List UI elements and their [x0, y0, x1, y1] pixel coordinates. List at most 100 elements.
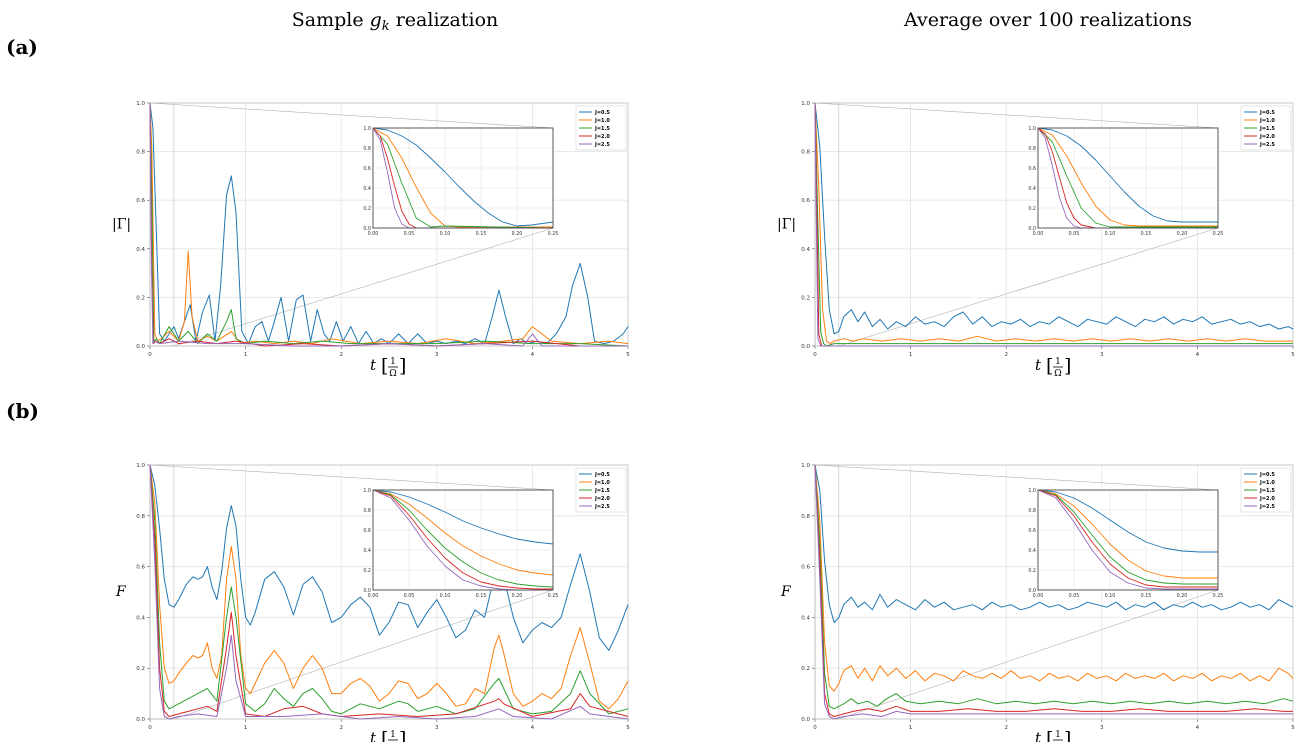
row-label-a: (a) [6, 35, 38, 59]
legend-label-J=2.0: J=2.0 [594, 496, 610, 502]
zoom-connector-bottom [838, 227, 1219, 347]
x-axis-unit-denominator: Ω [389, 369, 396, 379]
zoom-region [149, 102, 175, 347]
legend-b-left: J=0.5 J=1.0 J=1.5 J=2.0 J=2.5 [575, 467, 627, 513]
inset-x-tick-label: 0.15 [1141, 593, 1152, 599]
series-line-J=0.5 [814, 102, 1294, 335]
panel-b-right: 0123450.00.20.40.60.81.0Ft[1Ω]0.000.050.… [780, 463, 1295, 742]
inset-x-tick-label: 0.25 [548, 593, 559, 599]
inset-x-tick-label: 0.05 [1069, 593, 1080, 599]
inset-series-line-J=0.5 [372, 127, 554, 227]
series-line-J=1.0 [814, 102, 1293, 345]
legend-label-J=1.5: J=1.5 [594, 126, 610, 132]
panel-a-right: 0 1 2 3 4 5 0.0 0.2 0.4 0.6 0.8 1.0 |Γ| t[1 Ω] 0.00 0.05… [777, 101, 1295, 379]
legend-label-J=1.0: J=1.0 [594, 118, 610, 124]
inset-x-tick-label: 0.15 [1141, 231, 1152, 237]
legend-label-J=2.5: J=2.5 [1259, 504, 1275, 510]
inset-y-tick-label: 0.6 [363, 166, 371, 172]
inset-area [1037, 489, 1219, 591]
y-tick-label: 0.6 [136, 565, 145, 571]
legend-label-J=1.0: J=1.0 [594, 480, 610, 486]
inset-y-tick-label: 0.8 [1028, 146, 1036, 152]
legend-label-J=0.5: J=0.5 [1259, 110, 1275, 116]
inset-x-tick-label: 0.10 [440, 593, 451, 599]
inset-series-line-J=1.5 [372, 127, 554, 229]
inset-series-line-J=1.5 [1037, 489, 1218, 585]
x-axis-bracket-left: [ [381, 728, 388, 742]
legend-label-J=1.5: J=1.5 [1259, 126, 1275, 132]
panels: 0 1 2 3 4 50.00.20.40.60.81.0|Γ|t[1Ω]0.00 0.05… [112, 101, 1295, 742]
series-line-J=1.5 [814, 102, 1293, 347]
legend-a-left: J=0.5 J=1.0 J=1.5 J=2.0 J=2.5 [575, 105, 627, 151]
zoom-region [149, 464, 175, 720]
inset-series-line-J=1.0 [1037, 127, 1218, 227]
inset-area [372, 127, 554, 229]
zoom-connector-top [149, 102, 554, 129]
y-tick-label: 0.2 [136, 295, 145, 301]
zoom-connector-bottom [173, 589, 554, 720]
series-line-J=1.0 [149, 464, 629, 710]
x-axis-bracket-right: ] [1064, 355, 1071, 377]
inset-x-tick-label: 0.00 [1033, 231, 1044, 237]
inset-series-line-J=1.0 [372, 489, 554, 576]
y-tick-label: 0.4 [136, 247, 145, 253]
legend-label-J=2.0: J=2.0 [1259, 496, 1275, 502]
inset-b-left: 0.00 0.05 0.10 0.15 0.20 0.25 0.0 0.2 0.4 0.6 0.8 1… [363, 488, 558, 599]
inset-y-tick-label: 0.2 [1028, 206, 1036, 212]
inset-y-tick-label: 0.4 [1028, 186, 1036, 192]
y-axis-label: F [115, 584, 127, 600]
inset-y-tick-label: 0.0 [1028, 588, 1036, 594]
inset-x-tick-label: 0.15 [476, 593, 487, 599]
x-axis-label: t [370, 356, 377, 374]
inset-x-tick-label: 0.05 [404, 593, 415, 599]
inset-y-tick-label: 1.0 [363, 126, 371, 132]
x-tick-label: 2 [339, 352, 343, 358]
y-axis-label: |Γ| [777, 217, 796, 233]
inset-series-line-J=0.5 [1037, 127, 1218, 223]
y-axis-label: F [780, 584, 792, 600]
y-tick-label: 0.2 [801, 295, 810, 301]
inset-b-right: 0.00 0.05 0.10 0.15 0.20 0.25 0.0 0.2 0.4 0.6 0.8 1… [1028, 488, 1223, 599]
inset-x-tick-label: 0.25 [1213, 593, 1224, 599]
x-axis-unit-numerator: 1 [1055, 730, 1061, 740]
zoom-region [814, 464, 840, 720]
series-line-J=0.5 [149, 464, 629, 651]
y-tick-label: 0.0 [136, 717, 145, 723]
x-axis-label: t [1035, 356, 1042, 374]
inset-y-tick-label: 1.0 [1028, 488, 1036, 494]
zoom-connector-bottom [838, 589, 1219, 720]
inset-x-tick-label: 0.05 [404, 231, 415, 237]
x-axis-bracket-right: ] [1064, 728, 1071, 742]
y-tick-label: 1.0 [136, 101, 145, 107]
inset-series-line-J=2.0 [1037, 127, 1218, 229]
series-line-J=1.5 [814, 464, 1294, 710]
inset-x-tick-label: 0.20 [512, 593, 523, 599]
inset-x-tick-label: 0.05 [1069, 231, 1080, 237]
y-tick-label: 0.0 [801, 344, 810, 350]
x-tick-label: 2 [1004, 352, 1008, 358]
y-tick-label: 0.8 [136, 150, 145, 156]
x-axis-bracket-left: [ [1046, 728, 1053, 742]
inset-frame [372, 489, 554, 591]
x-axis-label: t [370, 729, 377, 742]
x-axis-unit-numerator: 1 [390, 730, 396, 740]
inset-y-tick-label: 0.0 [1028, 226, 1036, 232]
inset-series-line-J=1.5 [1037, 127, 1218, 228]
inset-series-line-J=1.5 [372, 489, 554, 588]
x-axis-bracket-right: ] [399, 355, 406, 377]
panel-b-left: 0123450.00.20.40.60.81.0Ft[1Ω]0.000.050.… [115, 463, 630, 742]
series-line-J=2.5 [149, 464, 629, 720]
x-tick-label: 0 [148, 725, 152, 731]
inset-x-tick-label: 0.10 [1105, 593, 1116, 599]
column-title-right: Average over 100 realizations [903, 9, 1192, 31]
inset-y-tick-label: 0.8 [363, 508, 371, 514]
y-tick-label: 0.2 [136, 666, 145, 672]
x-tick-label: 4 [1196, 352, 1200, 358]
y-tick-label: 0.6 [801, 565, 810, 571]
legend-label-J=2.5: J=2.5 [594, 142, 610, 148]
legend-label-J=2.0: J=2.0 [594, 134, 610, 140]
y-tick-label: 1.0 [801, 101, 810, 107]
series-line-J=1.5 [149, 464, 629, 715]
x-tick-label: 4 [1196, 725, 1200, 731]
